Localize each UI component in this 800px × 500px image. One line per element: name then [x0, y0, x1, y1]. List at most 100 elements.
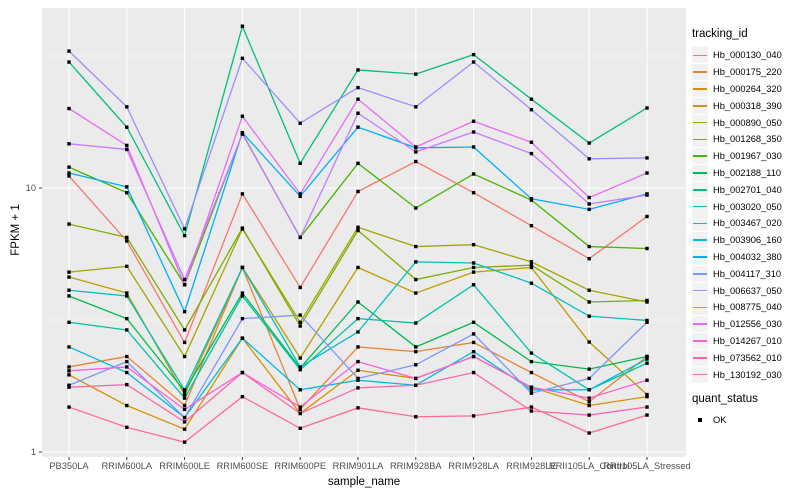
data-point — [298, 411, 302, 416]
y-tick-label: 1 — [31, 447, 36, 457]
data-point — [587, 314, 591, 318]
legend-line-icon — [693, 172, 707, 174]
legend-key-swatch — [692, 248, 708, 265]
legend-key-swatch — [692, 412, 708, 428]
legend-line-icon — [693, 306, 707, 309]
data-point — [240, 370, 245, 375]
data-point — [182, 396, 187, 400]
legend-key-swatch — [692, 198, 708, 215]
data-point — [356, 228, 360, 233]
data-point — [240, 291, 245, 295]
data-point — [471, 283, 476, 287]
legend-item-label: Hb_003467_020 — [713, 218, 782, 229]
legend-item-Hb_004032_380: Hb_004032_380 — [692, 248, 800, 266]
legend-line-icon — [693, 138, 707, 141]
legend-key-swatch — [692, 47, 708, 64]
legend-item-Hb_003906_160: Hb_003906_160 — [692, 232, 800, 249]
data-point — [471, 172, 476, 176]
data-point — [471, 130, 476, 134]
data-point — [529, 351, 534, 355]
data-point — [471, 349, 476, 354]
data-point — [529, 391, 534, 395]
data-point — [125, 125, 129, 129]
data-point — [67, 385, 71, 389]
data-point — [587, 403, 591, 408]
data-point — [182, 328, 187, 332]
data-point — [298, 324, 302, 328]
legend-line-icon — [693, 373, 707, 376]
data-point — [356, 406, 360, 410]
legend-item-label: Hb_000175_220 — [713, 67, 782, 78]
data-point — [240, 316, 245, 321]
legend-key-swatch — [692, 332, 708, 349]
legend-line-icon — [693, 205, 707, 208]
legend-item-label: Hb_003020_050 — [713, 201, 782, 212]
data-point — [471, 190, 476, 195]
data-point — [645, 156, 649, 160]
data-point — [587, 202, 591, 206]
data-point — [645, 357, 649, 361]
data-point — [587, 431, 591, 435]
data-point — [529, 223, 534, 228]
y-tick-label: 10 — [26, 183, 36, 193]
data-point — [471, 52, 476, 57]
legend-item-Hb_001967_030: Hb_001967_030 — [692, 148, 800, 165]
data-point — [67, 294, 71, 298]
data-point — [298, 405, 302, 409]
data-point — [529, 281, 534, 285]
data-point — [125, 239, 129, 243]
data-point — [125, 294, 129, 298]
data-point — [414, 145, 418, 149]
legend-item-quant-OK: OK — [692, 412, 800, 429]
data-point — [125, 264, 129, 269]
data-point — [471, 332, 476, 336]
data-point — [587, 141, 591, 145]
legend-key-swatch — [692, 316, 708, 333]
legend-item-Hb_006637_050: Hb_006637_050 — [692, 282, 800, 299]
legend-item-Hb_003020_050: Hb_003020_050 — [692, 198, 800, 215]
data-point — [67, 365, 71, 369]
x-tick-label: RRII105LA_Control — [549, 461, 630, 471]
legend-item-Hb_002701_040: Hb_002701_040 — [692, 181, 800, 198]
data-point — [414, 345, 418, 349]
data-point — [125, 147, 129, 152]
data-point — [182, 227, 187, 231]
data-point — [471, 370, 476, 375]
data-point — [587, 300, 591, 304]
legend-key-swatch — [692, 80, 708, 97]
data-point — [67, 369, 71, 373]
x-tick-label: RRIM901LA — [333, 461, 384, 471]
data-point — [298, 235, 302, 240]
legend-item-label: Hb_002701_040 — [713, 184, 782, 195]
legend-item-Hb_008775_040: Hb_008775_040 — [692, 299, 800, 316]
legend-item-Hb_004117_310: Hb_004117_310 — [692, 265, 800, 282]
data-point — [645, 320, 649, 324]
data-point — [529, 107, 534, 112]
data-point — [356, 376, 360, 381]
data-point — [67, 222, 71, 226]
legend-title-tracking-id: tracking_id — [692, 28, 748, 40]
data-point — [471, 270, 476, 274]
legend-line-icon — [693, 357, 707, 359]
legend-key-swatch — [692, 349, 708, 366]
legend-item-Hb_130192_030: Hb_130192_030 — [692, 366, 800, 383]
legend-item-label: Hb_000890_050 — [713, 117, 782, 128]
data-point — [298, 121, 302, 125]
data-point — [67, 142, 71, 146]
legend-key-swatch — [692, 299, 708, 316]
data-point — [414, 349, 418, 354]
data-point — [645, 318, 649, 323]
data-point — [529, 359, 534, 364]
data-point — [182, 392, 187, 397]
data-point — [125, 190, 129, 195]
data-point — [356, 359, 360, 364]
data-point — [67, 171, 71, 175]
data-point — [240, 226, 245, 230]
data-point — [356, 125, 360, 129]
data-point — [182, 283, 187, 287]
legend-square-point-icon — [698, 418, 702, 423]
legend-key-swatch — [692, 366, 708, 383]
data-point — [529, 370, 534, 375]
data-point — [356, 225, 360, 229]
